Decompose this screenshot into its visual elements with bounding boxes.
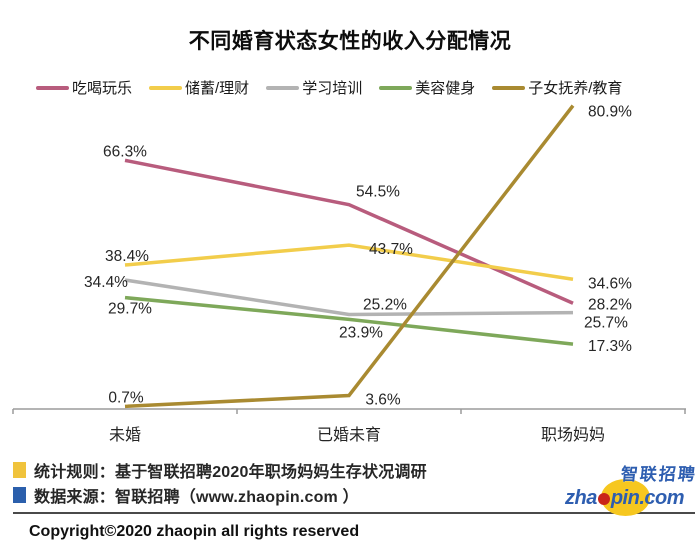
legend-label: 美容健身 xyxy=(415,80,476,97)
chart-legend: 吃喝玩乐 储蓄/理财 学习培训 美容健身 子女抚养/教育 xyxy=(36,77,690,98)
footnote-row: 统计规则：基于智联招聘2020年职场妈妈生存状况调研 xyxy=(13,461,427,481)
legend-swatch xyxy=(36,85,69,90)
data-label: 0.7% xyxy=(108,389,144,406)
legend-label: 学习培训 xyxy=(302,80,363,97)
data-label: 23.9% xyxy=(339,324,383,341)
footnote-row: 数据来源：智联招聘（www.zhaopin.com ） xyxy=(13,486,359,506)
page-title: 不同婚育状态女性的收入分配情况 xyxy=(188,30,512,53)
legend-item-1: 储蓄/理财 xyxy=(149,77,249,98)
legend-swatch xyxy=(492,85,526,90)
series-line-2 xyxy=(124,278,574,317)
data-label: 34.4% xyxy=(84,274,128,291)
logo-brand-chinese: 智联招聘 xyxy=(619,465,698,484)
copyright-text: Copyright©2020 zhaopin all rights reserv… xyxy=(29,523,360,540)
data-label: 28.2% xyxy=(588,296,632,313)
logo-red-dot-icon xyxy=(597,493,610,505)
legend-item-3: 美容健身 xyxy=(379,77,475,98)
footer-divider xyxy=(13,512,695,514)
x-axis-label: 职场妈妈 xyxy=(541,426,605,444)
legend-item-2: 学习培训 xyxy=(266,77,362,98)
data-label: 3.6% xyxy=(365,392,401,409)
data-label: 43.7% xyxy=(369,241,413,258)
x-axis-label: 未婚 xyxy=(109,426,141,444)
legend-label: 吃喝玩乐 xyxy=(72,80,133,97)
legend-swatch xyxy=(379,85,413,90)
legend-label: 子女抚养/教育 xyxy=(528,80,623,97)
logo-en-suffix: pin.com xyxy=(610,487,685,509)
series-line-3 xyxy=(124,295,574,346)
legend-swatch xyxy=(266,85,300,90)
legend-label: 储蓄/理财 xyxy=(185,80,250,97)
data-label: 38.4% xyxy=(105,248,149,265)
note-marker-statistics-rule xyxy=(13,461,26,478)
legend-swatch xyxy=(149,85,183,90)
note-marker-data-source xyxy=(13,486,26,503)
x-axis-label: 已婚未育 xyxy=(317,426,381,444)
logo-en-prefix: zha xyxy=(565,487,597,509)
series-line-1 xyxy=(124,243,574,281)
data-label: 80.9% xyxy=(588,104,632,121)
zhaopin-logo: 智联招聘 zha pin.com xyxy=(558,458,698,516)
note-text-data-source: 数据来源：智联招聘（www.zhaopin.com ） xyxy=(34,488,359,506)
data-label: 29.7% xyxy=(108,301,152,318)
data-label: 25.7% xyxy=(584,315,628,332)
data-label: 34.6% xyxy=(588,275,632,292)
series-line-4 xyxy=(124,104,575,409)
data-label: 25.2% xyxy=(363,297,407,314)
line-chart-svg: 未婚 已婚未育 职场妈妈 66.3% 54.5% 28.2% 38.4% 43.7% 34.6%… xyxy=(12,104,686,444)
data-label: 54.5% xyxy=(356,184,400,201)
data-label: 66.3% xyxy=(103,143,147,160)
series-line-0 xyxy=(124,158,574,305)
note-text-statistics-rule: 统计规则：基于智联招聘2020年职场妈妈生存状况调研 xyxy=(34,463,427,481)
data-label: 17.3% xyxy=(588,338,632,355)
legend-item-4: 子女抚养/教育 xyxy=(492,77,622,98)
logo-brand-english: zha pin.com xyxy=(565,487,685,510)
legend-item-0: 吃喝玩乐 xyxy=(36,77,132,98)
